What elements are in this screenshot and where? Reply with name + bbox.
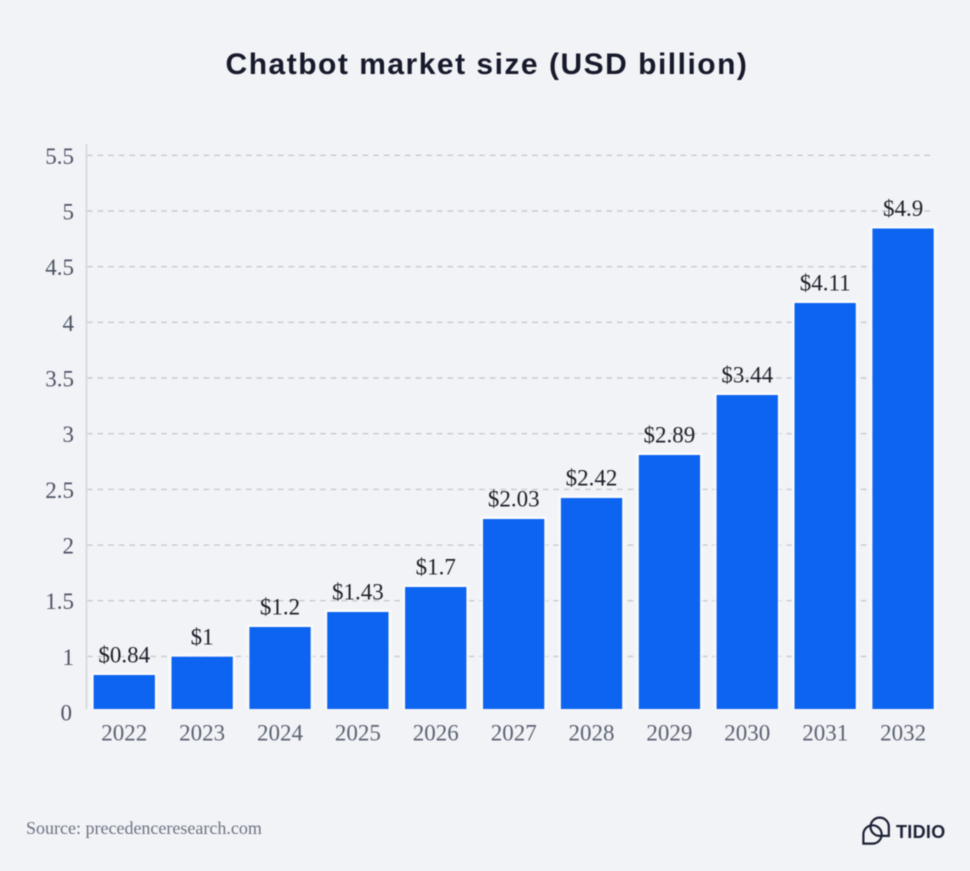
svg-text:4: 4 bbox=[63, 311, 75, 336]
svg-text:3: 3 bbox=[63, 422, 75, 447]
svg-text:$2.03: $2.03 bbox=[488, 487, 540, 512]
svg-text:$4.11: $4.11 bbox=[800, 271, 851, 296]
svg-text:Source: precedenceresearch.com: Source: precedenceresearch.com bbox=[26, 818, 262, 838]
svg-text:1.5: 1.5 bbox=[45, 589, 74, 614]
svg-text:5: 5 bbox=[63, 200, 75, 225]
svg-text:2: 2 bbox=[63, 534, 75, 559]
svg-text:$3.44: $3.44 bbox=[721, 363, 773, 388]
svg-text:$2.89: $2.89 bbox=[644, 423, 696, 448]
svg-text:3.5: 3.5 bbox=[45, 367, 74, 392]
svg-text:5.5: 5.5 bbox=[45, 144, 74, 169]
svg-text:$4.9: $4.9 bbox=[883, 196, 923, 221]
svg-text:2028: 2028 bbox=[569, 720, 615, 745]
svg-text:2022: 2022 bbox=[101, 720, 147, 745]
svg-text:Chatbot market size (USD billi: Chatbot market size (USD billion) bbox=[226, 48, 749, 81]
svg-text:$1.2: $1.2 bbox=[260, 595, 300, 620]
svg-text:2030: 2030 bbox=[724, 720, 770, 745]
svg-text:$2.42: $2.42 bbox=[566, 466, 618, 491]
svg-text:0: 0 bbox=[61, 701, 73, 726]
svg-text:1: 1 bbox=[63, 645, 75, 670]
svg-text:2.5: 2.5 bbox=[45, 478, 74, 503]
svg-text:4.5: 4.5 bbox=[45, 255, 74, 280]
svg-text:$0.84: $0.84 bbox=[98, 643, 150, 668]
svg-text:TIDIO: TIDIO bbox=[896, 822, 946, 842]
svg-text:2027: 2027 bbox=[491, 720, 537, 745]
svg-text:2026: 2026 bbox=[413, 720, 459, 745]
svg-text:2024: 2024 bbox=[257, 720, 304, 745]
svg-text:$1.7: $1.7 bbox=[416, 555, 456, 580]
svg-text:2023: 2023 bbox=[179, 720, 225, 745]
svg-text:$1.43: $1.43 bbox=[332, 580, 384, 605]
svg-text:2029: 2029 bbox=[646, 720, 692, 745]
svg-text:2025: 2025 bbox=[335, 720, 381, 745]
svg-text:$1: $1 bbox=[191, 624, 214, 649]
svg-text:2031: 2031 bbox=[802, 720, 848, 745]
svg-text:2032: 2032 bbox=[880, 720, 926, 745]
